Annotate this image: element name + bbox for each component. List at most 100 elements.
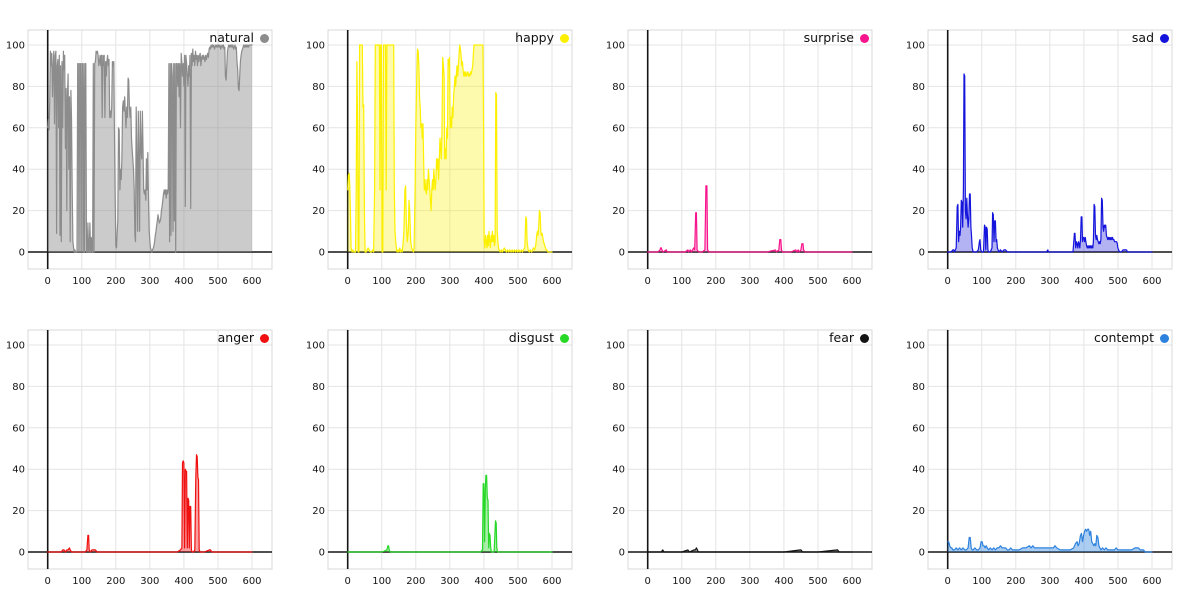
- chart-cell-fear: 0 100 200 300 400 500 600 0 20 40 60 80 100 fear: [600, 300, 900, 600]
- svg-text:20: 20: [12, 206, 25, 217]
- legend-surprise: surprise: [804, 31, 869, 45]
- svg-text:500: 500: [808, 576, 827, 587]
- svg-text:100: 100: [372, 276, 391, 287]
- svg-text:600: 600: [1142, 576, 1161, 587]
- svg-text:200: 200: [1006, 576, 1025, 587]
- svg-text:400: 400: [174, 576, 193, 587]
- plot-sad: 0 100 200 300 400 500 600 0 20 40 60 80 100: [906, 29, 1173, 287]
- svg-text:40: 40: [12, 165, 25, 176]
- svg-text:0: 0: [919, 248, 925, 259]
- svg-text:100: 100: [72, 576, 91, 587]
- plot-contempt: 0 100 200 300 400 500 600 0 20 40 60 80 100: [906, 329, 1173, 587]
- svg-text:40: 40: [12, 465, 25, 476]
- svg-text:20: 20: [312, 206, 325, 217]
- svg-text:40: 40: [912, 465, 925, 476]
- svg-text:500: 500: [508, 276, 527, 287]
- legend-dot-icon: [860, 333, 869, 343]
- svg-text:200: 200: [706, 576, 725, 587]
- legend-label-sad: sad: [1131, 30, 1154, 45]
- chart-cell-surprise: 0 100 200 300 400 500 600 0 20 40 60 80 100 surprise: [600, 0, 900, 300]
- legend-label-disgust: disgust: [508, 330, 554, 345]
- svg-text:0: 0: [919, 548, 925, 559]
- svg-text:400: 400: [774, 576, 793, 587]
- svg-text:200: 200: [406, 276, 425, 287]
- svg-text:60: 60: [612, 423, 625, 434]
- svg-text:400: 400: [774, 276, 793, 287]
- legend-label-contempt: contempt: [1093, 330, 1154, 345]
- chart-cell-anger: 0 100 200 300 400 500 600 0 20 40 60 80 100 anger: [0, 300, 300, 600]
- svg-text:60: 60: [912, 123, 925, 134]
- plot-fear: 0 100 200 300 400 500 600 0 20 40 60 80 100: [606, 329, 873, 587]
- legend-dot-icon: [260, 33, 269, 43]
- legend-anger: anger: [218, 331, 269, 345]
- svg-text:200: 200: [406, 576, 425, 587]
- svg-text:400: 400: [474, 276, 493, 287]
- svg-text:600: 600: [542, 576, 561, 587]
- chart-cell-contempt: 0 100 200 300 400 500 600 0 20 40 60 80 100 contempt: [900, 300, 1200, 600]
- svg-text:20: 20: [312, 506, 325, 517]
- legend-natural: natural: [209, 31, 269, 45]
- svg-text:80: 80: [912, 82, 925, 93]
- svg-text:100: 100: [306, 41, 325, 52]
- svg-text:80: 80: [12, 82, 25, 93]
- legend-dot-icon: [560, 33, 569, 43]
- svg-text:400: 400: [1074, 276, 1093, 287]
- svg-text:40: 40: [612, 165, 625, 176]
- svg-text:60: 60: [12, 123, 25, 134]
- svg-text:80: 80: [912, 382, 925, 393]
- svg-text:40: 40: [912, 165, 925, 176]
- svg-text:100: 100: [606, 41, 625, 52]
- svg-text:400: 400: [1074, 576, 1093, 587]
- svg-text:300: 300: [440, 576, 459, 587]
- svg-text:500: 500: [1108, 276, 1127, 287]
- svg-text:40: 40: [312, 165, 325, 176]
- svg-text:0: 0: [319, 248, 325, 259]
- svg-text:20: 20: [912, 506, 925, 517]
- svg-text:80: 80: [312, 82, 325, 93]
- legend-happy: happy: [515, 31, 569, 45]
- svg-text:40: 40: [612, 465, 625, 476]
- svg-text:100: 100: [972, 576, 991, 587]
- svg-text:0: 0: [19, 248, 25, 259]
- svg-text:300: 300: [140, 576, 159, 587]
- svg-text:300: 300: [440, 276, 459, 287]
- svg-text:600: 600: [542, 276, 561, 287]
- svg-text:20: 20: [612, 506, 625, 517]
- svg-text:0: 0: [645, 276, 651, 287]
- svg-text:60: 60: [312, 123, 325, 134]
- svg-text:200: 200: [106, 576, 125, 587]
- svg-text:300: 300: [740, 576, 759, 587]
- legend-label-surprise: surprise: [803, 30, 854, 45]
- svg-text:0: 0: [45, 576, 51, 587]
- svg-text:20: 20: [912, 206, 925, 217]
- svg-text:200: 200: [106, 276, 125, 287]
- legend-label-fear: fear: [829, 330, 854, 345]
- chart-cell-happy: 0 100 200 300 400 500 600 0 20 40 60 80 100 happy: [300, 0, 600, 300]
- svg-text:0: 0: [619, 548, 625, 559]
- svg-text:80: 80: [612, 382, 625, 393]
- svg-text:100: 100: [372, 576, 391, 587]
- legend-dot-icon: [560, 333, 569, 343]
- svg-text:100: 100: [906, 41, 925, 52]
- legend-sad: sad: [1132, 31, 1169, 45]
- legend-label-natural: natural: [209, 30, 254, 45]
- svg-text:60: 60: [912, 423, 925, 434]
- plot-happy: 0 100 200 300 400 500 600 0 20 40 60 80 100: [306, 29, 573, 287]
- legend-contempt: contempt: [1094, 331, 1169, 345]
- svg-text:40: 40: [312, 465, 325, 476]
- svg-text:400: 400: [474, 576, 493, 587]
- svg-text:100: 100: [306, 341, 325, 352]
- svg-text:300: 300: [1040, 276, 1059, 287]
- legend-dot-icon: [860, 33, 869, 43]
- svg-text:600: 600: [842, 276, 861, 287]
- svg-text:60: 60: [312, 423, 325, 434]
- svg-text:300: 300: [140, 276, 159, 287]
- svg-text:100: 100: [672, 276, 691, 287]
- chart-cell-disgust: 0 100 200 300 400 500 600 0 20 40 60 80 100 disgust: [300, 300, 600, 600]
- svg-text:100: 100: [972, 276, 991, 287]
- svg-text:0: 0: [319, 548, 325, 559]
- svg-text:100: 100: [672, 576, 691, 587]
- svg-text:600: 600: [242, 576, 261, 587]
- legend-dot-icon: [1160, 33, 1169, 43]
